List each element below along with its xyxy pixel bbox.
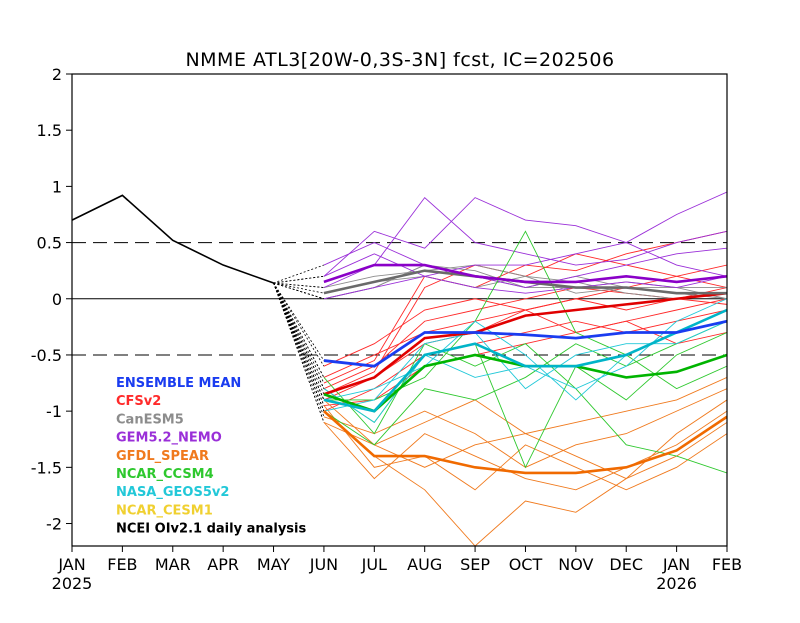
connector-line — [273, 282, 325, 294]
connector-line — [273, 275, 324, 284]
connector-line — [273, 282, 325, 395]
y-tick-label: -1 — [46, 402, 62, 421]
member-line-gem5-2-nemo — [323, 242, 727, 277]
member-line-cfsv2 — [323, 309, 727, 412]
observed-analysis-line — [71, 194, 274, 284]
member-lines — [273, 191, 727, 546]
model-mean-line-cfsv2 — [323, 291, 727, 396]
legend-entry: ENSEMBLE MEAN — [116, 376, 241, 391]
legend-entry: GFDL_SPEAR — [116, 449, 209, 464]
member-line-ncar-ccsm4 — [323, 343, 727, 474]
connector-line — [273, 282, 325, 412]
legend-entry: CFSv2 — [116, 394, 161, 409]
connector-line — [273, 282, 325, 401]
member-line-gfdl-spear — [323, 405, 727, 491]
x-year-label: 2026 — [656, 574, 697, 593]
reference-lines — [72, 242, 727, 356]
x-tick-label: OCT — [509, 555, 543, 574]
connector-line — [273, 282, 324, 288]
x-tick-label: SEP — [460, 555, 490, 574]
connector-line — [273, 282, 325, 384]
model-mean-line-nasa-geos5v2 — [323, 308, 727, 413]
x-tick-label: NOV — [558, 555, 593, 574]
legend: ENSEMBLE MEAN CFSv2 CanESM5 GEM5.2_NEMO GFDL… — [116, 376, 306, 537]
x-tick-label: MAR — [155, 555, 191, 574]
x-tick-label: JAN — [662, 555, 690, 574]
x-tick-label: FEB — [712, 555, 742, 574]
connector-line — [273, 282, 325, 361]
model-mean-lines — [273, 263, 727, 475]
member-line-ncar-ccsm4 — [323, 320, 727, 446]
legend-entry: GEM5.2_NEMO — [116, 431, 222, 446]
legend-entry: NCAR_CCSM4 — [116, 467, 214, 482]
observed-line — [71, 194, 274, 284]
y-tick-label: 1.5 — [37, 121, 62, 140]
x-axis: JAN FEB MAR APR MAY JUN JUL AUG SEP OCT NOV DEC JAN F… — [52, 546, 742, 593]
member-line-cfsv2 — [323, 298, 727, 367]
plot-frame — [71, 73, 728, 547]
x-tick-label: DEC — [609, 555, 643, 574]
model-mean-line-gfdl-spear — [323, 410, 727, 475]
chart-title: NMME ATL3[20W-0,3S-3N] fcst, IC=202506 — [185, 49, 614, 71]
member-line-gem5-2-nemo — [323, 191, 727, 277]
connector-line — [273, 282, 325, 423]
member-line-gem5-2-nemo — [323, 275, 727, 300]
x-tick-label: JUL — [361, 555, 387, 574]
member-line-gfdl-spear — [323, 410, 727, 546]
member-line-gem5-2-nemo — [323, 196, 727, 288]
x-year-label: 2025 — [52, 574, 93, 593]
connector-line — [273, 282, 325, 389]
connector-line — [273, 264, 325, 284]
legend-entry: NCAR_CESM1 — [116, 503, 213, 518]
member-line-gfdl-spear — [323, 410, 727, 491]
y-tick-label: -0.5 — [31, 346, 62, 365]
x-tick-label: AUG — [407, 555, 442, 574]
y-tick-label: -2 — [46, 515, 62, 534]
legend-entry: NCEI OIv2.1 daily analysis — [116, 522, 306, 537]
x-tick-label: JAN — [57, 555, 85, 574]
legend-entry: NASA_GEOS5v2 — [116, 485, 229, 500]
y-tick-label: 1 — [52, 177, 62, 196]
x-tick-label: JUN — [309, 555, 338, 574]
legend-entry: CanESM5 — [116, 412, 184, 427]
ensemble-mean-line — [323, 319, 727, 368]
connector-line — [273, 282, 325, 378]
y-tick-label: 0.5 — [37, 234, 62, 253]
x-tick-label: FEB — [107, 555, 137, 574]
model-mean-line-gem5-2-nemo — [323, 263, 727, 284]
member-line-gfdl-spear — [323, 377, 727, 446]
connector-line — [273, 282, 325, 300]
y-axis: 2 1.5 1 0.5 0 -0.5 -1 -1.5 -2 — [31, 65, 72, 534]
connector-line — [273, 282, 325, 406]
y-tick-label: 0 — [52, 290, 62, 309]
x-tick-label: MAY — [257, 555, 291, 574]
connector-line — [273, 282, 325, 367]
x-tick-label: APR — [207, 555, 239, 574]
y-tick-label: 2 — [52, 65, 62, 84]
y-tick-label: -1.5 — [31, 458, 62, 477]
